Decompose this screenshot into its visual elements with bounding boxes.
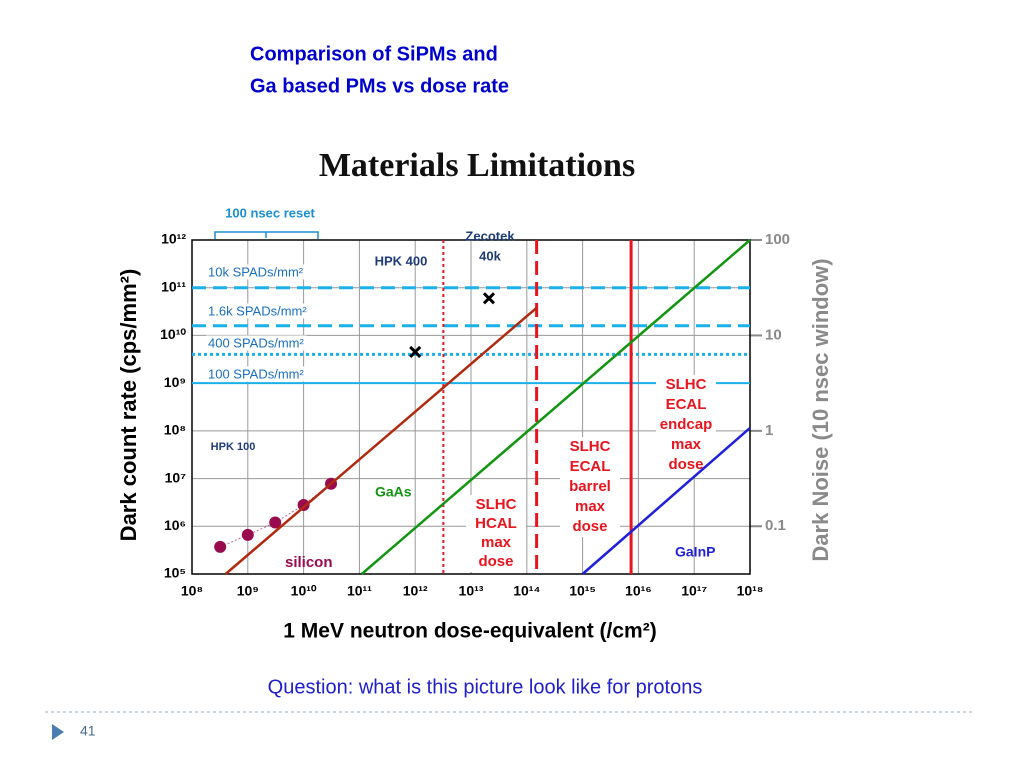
reference-label: 400 SPADs/mm² — [208, 335, 305, 350]
bracket — [214, 231, 319, 239]
y-tick-label: 10¹⁰ — [160, 326, 186, 342]
reference-label: 100 SPADs/mm² — [208, 366, 305, 381]
reference-label: SLHC — [476, 496, 517, 513]
reference-label: dose — [668, 456, 703, 473]
reference-label: SLHC — [570, 438, 611, 455]
x-tick-label: 10¹¹ — [347, 583, 372, 599]
x-tick-label: 10¹³ — [459, 583, 484, 599]
reference-label: endcap — [660, 416, 713, 433]
label-bg — [206, 264, 306, 280]
data-point — [297, 498, 310, 511]
y-tick-label: 10¹² — [161, 231, 186, 247]
x-tick-label: 10¹⁷ — [681, 583, 707, 599]
label-bg — [206, 303, 310, 319]
label-bg — [206, 335, 307, 351]
label-bg — [560, 437, 620, 537]
reference-label: barrel — [569, 478, 611, 495]
question: Question: what is this picture look like… — [268, 676, 703, 698]
page-number: 41 — [80, 723, 96, 739]
data-point — [482, 292, 496, 305]
y2-tick-label: 1 — [765, 422, 773, 439]
x-tick-label: 10¹⁵ — [569, 583, 596, 599]
series-label: Zecotek — [465, 228, 515, 243]
y-tick-label: 10⁷ — [165, 469, 187, 485]
series-line — [360, 239, 751, 575]
series-label: 40k — [479, 248, 501, 263]
chart-title: Materials Limitations — [319, 147, 635, 184]
x-tick-label: 10¹⁴ — [513, 583, 540, 599]
y-tick-label: 10⁹ — [164, 374, 186, 390]
reference-label: ECAL — [570, 458, 611, 475]
data-point — [269, 516, 282, 529]
label-bg — [656, 375, 716, 475]
slide-title: Ga based PMs vs dose rate — [250, 75, 509, 97]
reference-label: dose — [478, 553, 513, 570]
x-tick-label: 10¹⁸ — [737, 583, 764, 599]
annotation: 100 nsec reset — [225, 205, 315, 220]
y-tick-label: 10⁵ — [164, 565, 186, 581]
plot-frame — [191, 239, 751, 575]
data-point — [409, 345, 422, 359]
x-tick-label: 10¹⁶ — [625, 583, 652, 599]
label-bg — [466, 495, 526, 572]
reference-label: SLHC — [666, 376, 707, 393]
data-point — [214, 540, 227, 553]
series-label: GaInP — [675, 544, 715, 560]
y2-axis-label: Dark Noise (10 nsec window) — [808, 258, 833, 561]
x-tick-label: 10¹² — [403, 583, 428, 599]
reference-label: dose — [572, 518, 607, 535]
series-label: GaAs — [375, 484, 412, 500]
y2-tick-label: 10 — [765, 326, 782, 343]
reference-label: ECAL — [666, 396, 707, 413]
x-tick-label: 10⁹ — [237, 583, 259, 599]
series-line — [224, 306, 538, 575]
series-label: HPK 400 — [375, 253, 428, 268]
reference-label: HCAL — [475, 515, 517, 532]
y-tick-label: 10⁸ — [164, 422, 186, 438]
series-line — [581, 427, 751, 575]
footer-bullet — [52, 724, 64, 740]
x-tick-label: 10⁸ — [181, 583, 203, 599]
slide-title: Comparison of SiPMs and — [250, 43, 498, 65]
y-axis-label: Dark count rate (cps/mm²) — [116, 269, 141, 542]
series-label: silicon — [285, 554, 333, 571]
reference-label: 10k SPADs/mm² — [208, 264, 304, 279]
y-tick-label: 10⁶ — [164, 517, 186, 533]
annotation: HPK 100 — [211, 441, 256, 453]
reference-label: max — [671, 436, 702, 453]
x-axis-label: 1 MeV neutron dose-equivalent (/cm²) — [283, 620, 656, 643]
data-point — [241, 528, 254, 541]
x-tick-label: 10¹⁰ — [291, 583, 317, 599]
label-bg — [206, 366, 307, 382]
y2-tick-label: 0.1 — [765, 517, 786, 534]
reference-label: 1.6k SPADs/mm² — [208, 303, 307, 318]
y-tick-label: 10¹¹ — [161, 278, 186, 294]
reference-label: max — [481, 534, 512, 551]
reference-label: max — [575, 498, 606, 515]
y2-tick-label: 100 — [765, 231, 790, 248]
